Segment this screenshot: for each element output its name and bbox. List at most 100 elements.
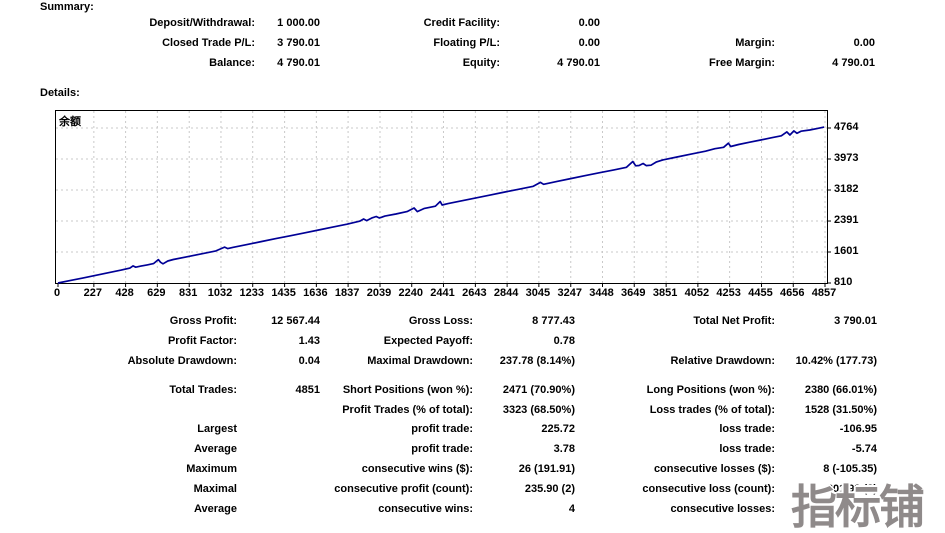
summary-section-label: Summary: — [40, 1, 94, 13]
x-axis-label: 3045 — [525, 287, 551, 299]
stat-label — [575, 331, 775, 351]
stat-label: consecutive wins ($): — [320, 459, 473, 479]
stat-label-text: profit trade: — [411, 423, 473, 435]
stat-value: 8 777.43 — [473, 311, 575, 331]
stat-value-text: 10.42% (177.73) — [795, 355, 877, 367]
stat-value: 26 (191.91) — [473, 459, 575, 479]
stat-value-text: 1 000.00 — [277, 17, 320, 29]
stat-value: 3 790.01 — [775, 311, 877, 331]
x-axis-label: 227 — [83, 287, 103, 299]
stats-table-extremes: Largest profit trade: 225.72 loss trade: -10… — [40, 419, 877, 519]
stats-table-profit: Gross Profit: 12 567.44 Gross Loss: 8 777.4… — [40, 311, 877, 371]
stat-value: 12 567.44 — [237, 311, 320, 331]
stat-value-text: 0.00 — [853, 37, 875, 49]
stat-label: Expected Payoff: — [320, 331, 473, 351]
stat-label: consecutive loss (count): — [575, 479, 775, 499]
stat-label: Short Positions (won %): — [320, 380, 473, 400]
y-axis-label: 810 — [834, 276, 853, 288]
y-axis-label: 4764 — [834, 121, 859, 133]
x-axis-label: 2643 — [462, 287, 487, 299]
details-section-label: Details: — [40, 87, 80, 99]
stat-value-text: 0.00 — [578, 17, 600, 29]
stat-label: Absolute Drawdown: — [40, 351, 237, 371]
stat-label-text: consecutive loss (count): — [642, 483, 775, 495]
stat-value: 3 790.01 — [255, 33, 320, 53]
balance-curve — [57, 126, 825, 284]
stat-value: -106.95 — [775, 419, 877, 439]
stat-label — [40, 400, 237, 420]
stat-value: 4 — [473, 499, 575, 519]
stat-value-text: 12 567.44 — [271, 315, 320, 327]
x-axis-label: 3247 — [557, 287, 582, 299]
stat-value: 4 790.01 — [255, 53, 320, 73]
stat-value-text: 8 777.43 — [532, 315, 575, 327]
stat-label-text: loss trade: — [719, 423, 775, 435]
summary-table: Deposit/Withdrawal: 1 000.00 Credit Facili… — [40, 13, 875, 73]
stat-value — [237, 499, 320, 519]
stat-value: 10.42% (177.73) — [775, 351, 877, 371]
stat-label: loss trade: — [575, 439, 775, 459]
stat-label-text: Profit Factor: — [167, 335, 237, 347]
stat-value: 0.78 — [473, 331, 575, 351]
x-axis-label: 1435 — [271, 287, 296, 299]
stat-label-text: consecutive wins ($): — [361, 463, 473, 475]
x-axis-label: 2844 — [493, 287, 519, 299]
stat-value-text: 3.78 — [553, 443, 575, 455]
x-axis-label: 4455 — [748, 287, 773, 299]
stat-label: Average — [40, 499, 237, 519]
stat-value-text: 4851 — [295, 384, 320, 396]
stat-value — [775, 499, 877, 519]
stat-value: 4 790.01 — [775, 53, 875, 73]
stat-label: Loss trades (% of total): — [575, 400, 775, 420]
stat-label-text: Free Margin: — [708, 57, 775, 69]
stat-value-text: 1528 (31.50%) — [804, 404, 877, 416]
stat-label-text: Credit Facility: — [423, 17, 500, 29]
stat-value: 2380 (66.01%) — [775, 380, 877, 400]
stat-value: 3.78 — [473, 439, 575, 459]
stat-label-text: loss trade: — [719, 443, 775, 455]
stat-value: 225.72 — [473, 419, 575, 439]
x-axis-label: 1636 — [303, 287, 328, 299]
stat-label-text: Relative Drawdown: — [670, 355, 775, 367]
stat-value-text: 0.00 — [578, 37, 600, 49]
stat-value: 0.00 — [775, 33, 875, 53]
stat-label: profit trade: — [320, 419, 473, 439]
stat-value-text: 237.78 (8.14%) — [499, 355, 575, 367]
stat-label-text: Total Trades: — [169, 384, 237, 396]
x-axis-label: 3649 — [620, 287, 646, 299]
x-axis-label: 4052 — [684, 287, 710, 299]
stat-value-text: 235.90 (2) — [524, 483, 575, 495]
stat-value: 2471 (70.90%) — [473, 380, 575, 400]
stat-value-text: -106.95 — [839, 423, 877, 435]
stat-value: 4851 — [237, 380, 320, 400]
chart-legend-label: 余额 — [59, 116, 81, 128]
x-axis-label: 3448 — [589, 287, 614, 299]
stat-label-text: Deposit/Withdrawal: — [149, 17, 255, 29]
stat-value-text: 4 790.01 — [832, 57, 875, 69]
stat-label: Largest — [40, 419, 237, 439]
stat-label-text: Maximal — [193, 483, 237, 495]
stat-label-text: Floating P/L: — [433, 37, 500, 49]
stat-value-text: 4 — [568, 503, 575, 515]
stat-value — [775, 13, 875, 33]
x-axis-label: 2441 — [430, 287, 455, 299]
stat-label-text: profit trade: — [411, 443, 473, 455]
stat-label-text: Short Positions (won %): — [342, 384, 473, 396]
stat-value-text: 3 790.01 — [834, 315, 877, 327]
x-axis-label: 831 — [179, 287, 198, 299]
x-axis-label: 4253 — [716, 287, 741, 299]
stat-label: Balance: — [40, 53, 255, 73]
stat-value-text: 2380 (66.01%) — [804, 384, 877, 396]
stat-value: -201.99 (3) — [775, 479, 877, 499]
stat-label: consecutive losses: — [575, 499, 775, 519]
stat-label: Equity: — [320, 53, 500, 73]
stat-value: 3323 (68.50%) — [473, 400, 575, 420]
stat-value-text: 4 790.01 — [277, 57, 320, 69]
stat-label-text: Maximal Drawdown: — [367, 355, 473, 367]
stat-value: -5.74 — [775, 439, 877, 459]
stat-label: Floating P/L: — [320, 33, 500, 53]
stat-label: Margin: — [600, 33, 775, 53]
stat-label — [600, 13, 775, 33]
stat-label-text: consecutive losses ($): — [653, 463, 775, 475]
